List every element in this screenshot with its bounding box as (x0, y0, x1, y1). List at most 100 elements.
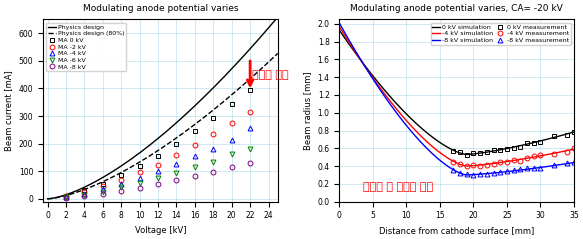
MA -4 kV (81, 192, 88, 195)
Physics design (252, 41, 259, 43)
-8 kV measurement (497, 171, 504, 174)
-8 kV measurement (470, 174, 477, 177)
MA 0 kV (210, 117, 217, 120)
Y-axis label: Beam current [mA]: Beam current [mA] (4, 70, 13, 151)
Line: Physics design (80%): Physics design (80%) (48, 54, 278, 199)
-4 kV measurement (510, 158, 517, 161)
MA -6 kV (136, 182, 143, 185)
MA -8 kV (136, 186, 143, 189)
-4 kV simulation (529, 156, 536, 159)
-8 kV measurement (570, 161, 577, 164)
0 kV measurement (497, 148, 504, 151)
-8 kV measurement (510, 169, 517, 172)
MA -6 kV (247, 148, 254, 151)
0 kV simulation (566, 132, 573, 135)
MA -6 kV (81, 193, 88, 196)
Physics design (44, 197, 51, 200)
0 kV measurement (490, 149, 497, 152)
0 kV measurement (570, 131, 577, 134)
Physics design (80%) (252, 72, 259, 75)
Line: -4 kV measurement: -4 kV measurement (451, 146, 577, 169)
-8 kV simulation (463, 174, 470, 176)
0 kV measurement (503, 148, 510, 151)
MA -4 kV (99, 188, 106, 191)
-4 kV simulation (570, 148, 577, 151)
MA -2 kV (228, 122, 235, 125)
-8 kV measurement (517, 168, 524, 171)
MA -6 kV (210, 160, 217, 163)
0 kV measurement (483, 150, 490, 153)
Physics design (80%) (44, 197, 51, 200)
Title: Modulating anode potential varies, CA= -20 kV: Modulating anode potential varies, CA= -… (350, 4, 563, 13)
Legend: 0 kV simulation, -4 kV simulation, -8 kV simulation, 0 kV measurement, -4 kV mea: 0 kV simulation, -4 kV simulation, -8 kV… (431, 23, 571, 45)
MA -4 kV (136, 176, 143, 179)
0 kV simulation (336, 29, 343, 32)
0 kV measurement (530, 141, 537, 144)
-8 kV simulation (570, 161, 577, 164)
MA 0 kV (247, 88, 254, 91)
MA 0 kV (154, 154, 161, 157)
0 kV simulation (476, 152, 483, 155)
-8 kV measurement (449, 168, 456, 171)
Line: MA -8 kV: MA -8 kV (64, 161, 252, 200)
-8 kV measurement (463, 173, 470, 176)
-8 kV measurement (503, 170, 510, 173)
-8 kV measurement (524, 167, 531, 170)
Line: 0 kV measurement: 0 kV measurement (451, 130, 577, 158)
Text: 빔전류 제어: 빔전류 제어 (252, 70, 289, 80)
MA -8 kV (247, 162, 254, 165)
MA 0 kV (191, 130, 198, 133)
MA -4 kV (191, 155, 198, 158)
0 kV measurement (510, 147, 517, 150)
MA 0 kV (118, 174, 125, 176)
0 kV measurement (537, 141, 544, 144)
MA -8 kV (99, 192, 106, 195)
0 kV measurement (476, 152, 483, 155)
MA -2 kV (118, 178, 125, 181)
MA -4 kV (247, 127, 254, 130)
MA -4 kV (118, 182, 125, 185)
MA -8 kV (154, 183, 161, 186)
MA -8 kV (191, 175, 198, 178)
MA -6 kV (118, 186, 125, 189)
-8 kV measurement (537, 166, 544, 169)
-4 kV simulation (447, 158, 454, 161)
-8 kV simulation (336, 22, 343, 24)
-8 kV simulation (463, 174, 470, 176)
0 kV measurement (524, 142, 531, 145)
0 kV simulation (529, 141, 536, 144)
-4 kV measurement (550, 153, 557, 156)
MA 0 kV (228, 102, 235, 105)
Line: -4 kV simulation: -4 kV simulation (339, 27, 574, 166)
-4 kV measurement (456, 163, 463, 166)
MA -6 kV (191, 165, 198, 168)
0 kV simulation (463, 153, 470, 156)
Physics design (80%) (45, 197, 52, 200)
0 kV simulation (570, 130, 577, 133)
MA -6 kV (173, 172, 180, 175)
Line: Physics design: Physics design (48, 17, 278, 199)
-4 kV measurement (517, 159, 524, 162)
MA -8 kV (173, 179, 180, 182)
Line: MA -4 kV: MA -4 kV (64, 126, 252, 199)
0 kV simulation (447, 147, 454, 150)
0 kV measurement (456, 151, 463, 153)
-4 kV measurement (570, 147, 577, 150)
MA -2 kV (136, 171, 143, 174)
0 kV simulation (449, 148, 456, 151)
-4 kV simulation (476, 164, 483, 167)
0 kV measurement (550, 135, 557, 137)
Physics design (45, 197, 52, 200)
Line: MA -2 kV: MA -2 kV (64, 109, 252, 199)
0 kV measurement (470, 151, 477, 154)
Physics design (80%) (274, 52, 281, 55)
MA -6 kV (154, 177, 161, 180)
-8 kV measurement (476, 173, 483, 175)
MA -4 kV (154, 169, 161, 172)
-4 kV measurement (470, 163, 477, 166)
Line: -8 kV simulation: -8 kV simulation (339, 23, 574, 175)
Y-axis label: Beam radius [mm]: Beam radius [mm] (303, 71, 312, 150)
-4 kV measurement (503, 161, 510, 164)
Line: MA 0 kV: MA 0 kV (64, 87, 252, 198)
-8 kV measurement (530, 166, 537, 169)
